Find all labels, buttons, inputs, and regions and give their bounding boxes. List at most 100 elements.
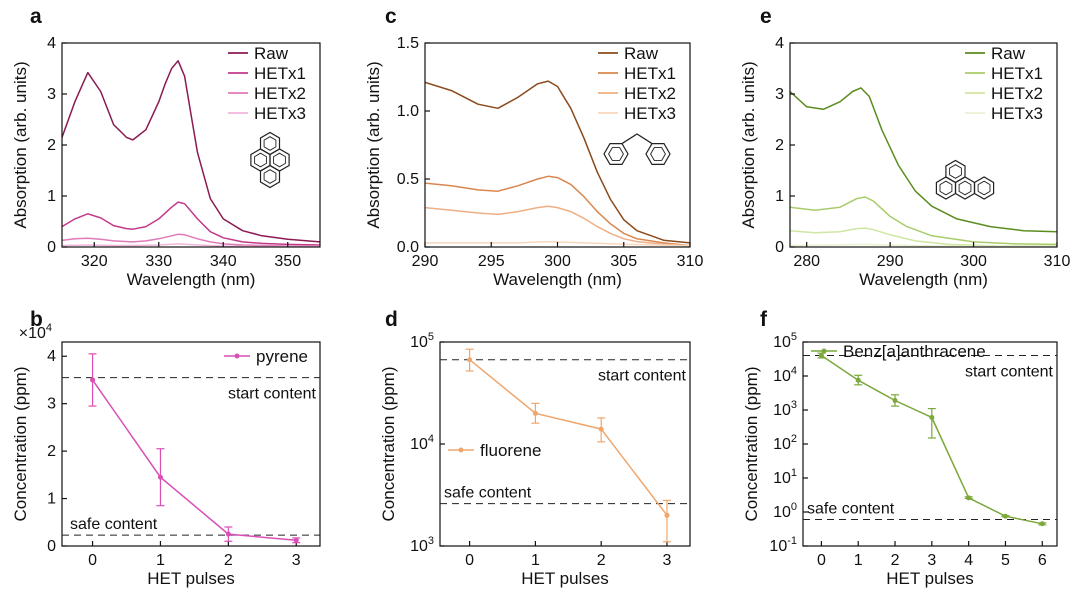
legend-label-hetx1: HETx1 xyxy=(624,64,676,83)
x-tick-label-b: 1 xyxy=(156,552,165,569)
legend-label-hetx2: HETx2 xyxy=(624,84,676,103)
series-line-hetx3 xyxy=(790,243,1057,247)
pyrene-ring xyxy=(259,164,281,189)
legend-label-hetx3: HETx3 xyxy=(991,104,1043,123)
benzanthracene-inner-ring xyxy=(958,180,972,196)
legend-label-raw: Raw xyxy=(991,44,1026,63)
x-axis-label-f: HET pulses xyxy=(886,569,974,588)
legend-label-raw: Raw xyxy=(254,44,289,63)
start-content-label: start content xyxy=(965,364,1054,381)
start-content-label: start content xyxy=(598,368,687,385)
y-axis-label-b: Concentration (ppm) xyxy=(11,367,30,522)
y-tick-label-f: 101 xyxy=(773,467,797,487)
x-tick-label-c: 305 xyxy=(610,253,637,270)
legend-label-hetx2: HETx2 xyxy=(254,84,306,103)
y-tick-label-f: 103 xyxy=(773,399,797,419)
panel-label-f: f xyxy=(760,308,768,331)
legend-label-raw: Raw xyxy=(624,44,659,63)
axes-frame-b xyxy=(61,341,321,547)
x-axis-label-b: HET pulses xyxy=(147,569,235,588)
x-tick-label-b: 0 xyxy=(88,552,97,569)
x-tick-label-d: 3 xyxy=(663,552,672,569)
y-tick-label-b: 4 xyxy=(47,348,56,365)
y-axis-label-e: Absorption (arb. units) xyxy=(739,61,758,228)
series-line-hetx2 xyxy=(425,205,690,247)
y-axis-label-c: Absorption (arb. units) xyxy=(364,61,383,228)
series-line-raw xyxy=(62,60,320,243)
y-tick-label-c: 0.0 xyxy=(397,239,419,256)
panel-b: 0 1 2 3 0 1 2 3 4 HET pulses Concentration (ppm) ×1… xyxy=(11,322,321,588)
benzanthracene-ring xyxy=(973,176,995,200)
legend-marker-pyrene xyxy=(234,353,240,359)
y-tick-label-a: 3 xyxy=(47,86,56,103)
series-line-hetx1 xyxy=(62,201,320,246)
y-tick-label-d: 105 xyxy=(410,331,434,351)
panel-label-a: a xyxy=(30,5,42,28)
series-line-hetx3 xyxy=(62,243,320,247)
data-point xyxy=(892,398,898,404)
series-line-b xyxy=(91,379,297,542)
y-exponent-label: ×104 xyxy=(19,322,52,342)
y-tick-label-e: 0 xyxy=(775,239,784,256)
y-tick-label-e: 3 xyxy=(775,86,784,103)
y-tick-label-b: 0 xyxy=(47,538,56,555)
panel-label-d: d xyxy=(385,308,398,331)
x-tick-label-c: 295 xyxy=(478,253,505,270)
fluorene-bridge xyxy=(621,133,653,145)
panel-label-b: b xyxy=(30,308,43,331)
data-point xyxy=(664,512,670,518)
y-tick-label-a: 2 xyxy=(47,137,56,154)
benzanthracene-inner-ring xyxy=(949,164,962,179)
benzanthracene-structure xyxy=(935,159,995,200)
y-tick-label-f: 102 xyxy=(773,433,797,453)
y-tick-label-f: 104 xyxy=(773,365,797,385)
y-tick-label-a: 1 xyxy=(47,188,56,205)
series-line-raw xyxy=(790,87,1057,233)
data-point xyxy=(293,537,299,543)
x-tick-label-c: 310 xyxy=(677,253,704,270)
legend-label-hetx3: HETx3 xyxy=(254,104,306,123)
y-tick-label-f: 10-1 xyxy=(769,535,797,555)
legend-label-benz: Benz[a]anthracene xyxy=(843,342,986,361)
x-tick-label-e: 310 xyxy=(1044,253,1071,270)
data-point xyxy=(532,410,538,416)
x-tick-label-a: 340 xyxy=(210,253,237,270)
panel-label-c: c xyxy=(385,5,397,28)
y-tick-label-f: 105 xyxy=(773,331,797,351)
data-point xyxy=(225,531,231,537)
pyrene-inner-ring xyxy=(254,152,267,168)
data-point xyxy=(1039,521,1045,527)
x-tick-label-f: 4 xyxy=(964,552,973,569)
legend-label-fluorene: fluorene xyxy=(480,441,541,460)
x-tick-label-f: 2 xyxy=(891,552,900,569)
x-axis-label-c: Wavelength (nm) xyxy=(493,270,622,289)
y-tick-label-e: 4 xyxy=(775,35,784,52)
y-tick-label-b: 1 xyxy=(47,491,56,508)
x-tick-label-f: 1 xyxy=(854,552,863,569)
x-axis-label-d: HET pulses xyxy=(521,569,609,588)
series-line-raw xyxy=(425,80,690,244)
panel-label-e: e xyxy=(760,5,772,28)
fluorene-ring xyxy=(603,143,629,165)
panel-e: 280 290 300 310 0 1 2 3 4 Wavelength (nm) Absorpti… xyxy=(739,35,1070,289)
pyrene-inner-ring xyxy=(263,136,277,151)
legend-label-hetx3: HETx3 xyxy=(624,104,676,123)
safe-content-label: safe content xyxy=(70,516,158,533)
panel-d: 0 1 2 3 103 104 105 HET pulses Concentration (pp… xyxy=(379,331,691,588)
y-tick-label-c: 1.5 xyxy=(397,35,419,52)
y-tick-label-a: 0 xyxy=(47,239,56,256)
y-axis-label-f: Concentration (ppm) xyxy=(742,367,761,522)
x-tick-label-d: 0 xyxy=(465,552,474,569)
x-tick-label-d: 1 xyxy=(531,552,540,569)
data-point xyxy=(1002,513,1008,519)
fluorene-inner-ring xyxy=(650,147,666,161)
x-tick-label-a: 320 xyxy=(81,253,108,270)
y-tick-label-d: 103 xyxy=(410,535,434,555)
y-tick-label-e: 1 xyxy=(775,188,784,205)
data-point xyxy=(157,474,163,480)
x-tick-label-e: 280 xyxy=(793,253,820,270)
data-point xyxy=(929,415,935,421)
x-tick-label-c: 300 xyxy=(544,253,571,270)
series-line-hetx1 xyxy=(425,175,690,247)
x-tick-label-f: 3 xyxy=(927,552,936,569)
